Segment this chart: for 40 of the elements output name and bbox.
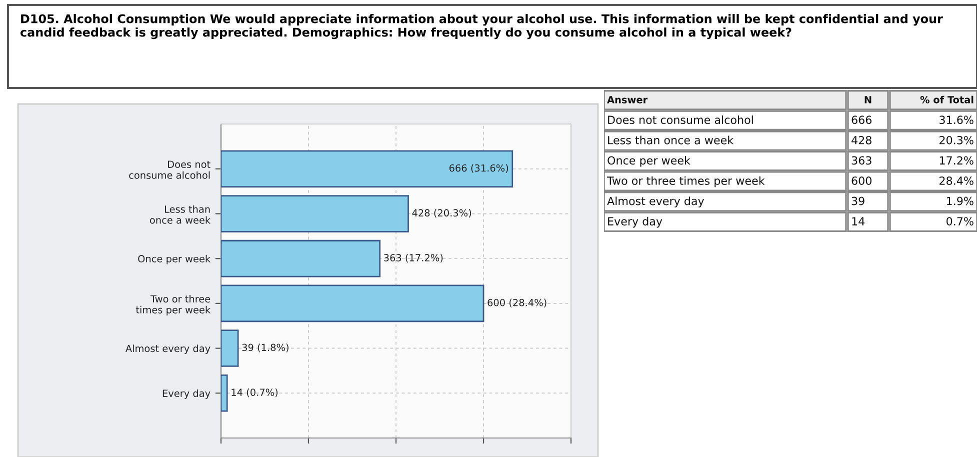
y-tick-label: Almost every day — [125, 344, 210, 354]
data-label: 17.2% — [940, 156, 974, 165]
data-label: 600 — [852, 176, 872, 185]
data-label: 428 — [852, 136, 872, 144]
bar — [221, 330, 239, 367]
y-tick-label: Does not consume alcohol — [129, 160, 210, 179]
data-label: 666 — [852, 116, 872, 124]
bar — [221, 374, 228, 412]
bar — [221, 195, 409, 232]
data-label: 666 (31.6%) — [449, 164, 508, 173]
y-tick-label: Every day — [162, 389, 210, 399]
bar — [221, 240, 381, 278]
chart-title: D105. Alcohol Consumption We would appreciate information about your alcohol use. This information will be kept confidential and your candid feedback is greatly appreciated. Demographics: How frequently do you consume alcohol in a typical week? — [20, 14, 943, 40]
data-label: 20.3% — [940, 136, 974, 144]
data-label: 39 — [852, 196, 864, 206]
data-label: 600 (28.4%) — [488, 298, 546, 308]
data-label: 0.7% — [946, 217, 974, 226]
series-label: % of Total — [920, 96, 974, 104]
y-tick-label: Two or three times per week — [136, 295, 211, 316]
data-label: 363 (17.2%) — [384, 254, 443, 263]
category-label: Every day — [608, 216, 662, 228]
text: Answer — [607, 96, 648, 104]
data-label: 28.4% — [940, 176, 974, 185]
bar — [221, 284, 484, 322]
category-label: Almost every day — [607, 196, 704, 208]
data-label: 428 (20.3%) — [412, 209, 472, 218]
category-label: Does not consume alcohol — [608, 115, 753, 124]
data-label: 1.9% — [946, 196, 974, 206]
category-label: Once per week — [608, 156, 690, 167]
series-label: N — [864, 96, 872, 104]
data-label: 14 — [852, 217, 865, 226]
data-label: 31.6% — [940, 116, 974, 124]
data-label: 363 — [852, 156, 872, 165]
y-tick-label: Less than once a week — [150, 205, 211, 224]
y-tick-label: Once per week — [138, 254, 211, 264]
data-label: 14 (0.7%) — [232, 388, 278, 398]
category-label: Less than once a week — [608, 136, 734, 144]
bar — [221, 150, 514, 188]
data-label: 39 (1.8%) — [242, 344, 288, 352]
category-label: Two or three times per week — [606, 176, 765, 188]
